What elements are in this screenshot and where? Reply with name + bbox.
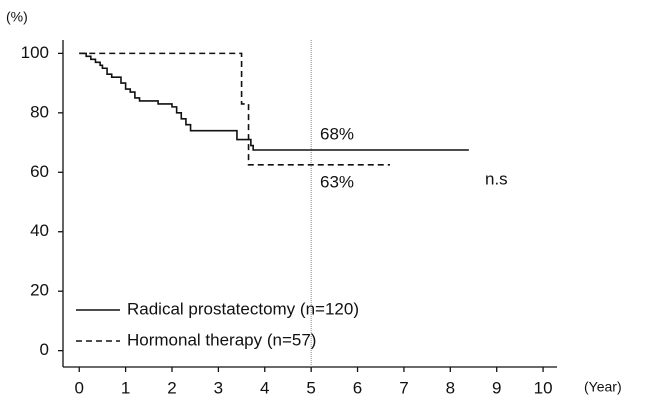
x-tick-label: 2 [167, 378, 176, 397]
x-tick-label: 3 [214, 378, 223, 397]
x-tick-label: 9 [492, 378, 501, 397]
y-tick-label: 40 [30, 221, 49, 240]
x-tick-label: 10 [534, 378, 553, 397]
survival-curve [79, 52, 391, 166]
legend-label: Hormonal therapy (n=57) [127, 330, 316, 349]
y-tick-label: 100 [21, 43, 49, 62]
annotation: 68% [320, 124, 354, 143]
y-tick-label: 20 [30, 281, 49, 300]
y-axis-label: (%) [6, 9, 28, 25]
x-tick-label: 0 [75, 378, 84, 397]
x-tick-label: 1 [121, 378, 130, 397]
y-tick-label: 0 [40, 340, 49, 359]
x-axis-label: (Year) [584, 379, 622, 395]
x-tick-label: 7 [399, 378, 408, 397]
x-tick-label: 8 [446, 378, 455, 397]
x-tick-label: 5 [306, 378, 315, 397]
y-tick-label: 60 [30, 162, 49, 181]
annotation: n.s [485, 169, 508, 188]
survival-curve [79, 52, 469, 151]
legend-label: Radical prostatectomy (n=120) [127, 299, 359, 318]
x-tick-label: 4 [260, 378, 269, 397]
annotation: 63% [320, 172, 354, 191]
x-tick-label: 6 [353, 378, 362, 397]
y-tick-label: 80 [30, 102, 49, 121]
